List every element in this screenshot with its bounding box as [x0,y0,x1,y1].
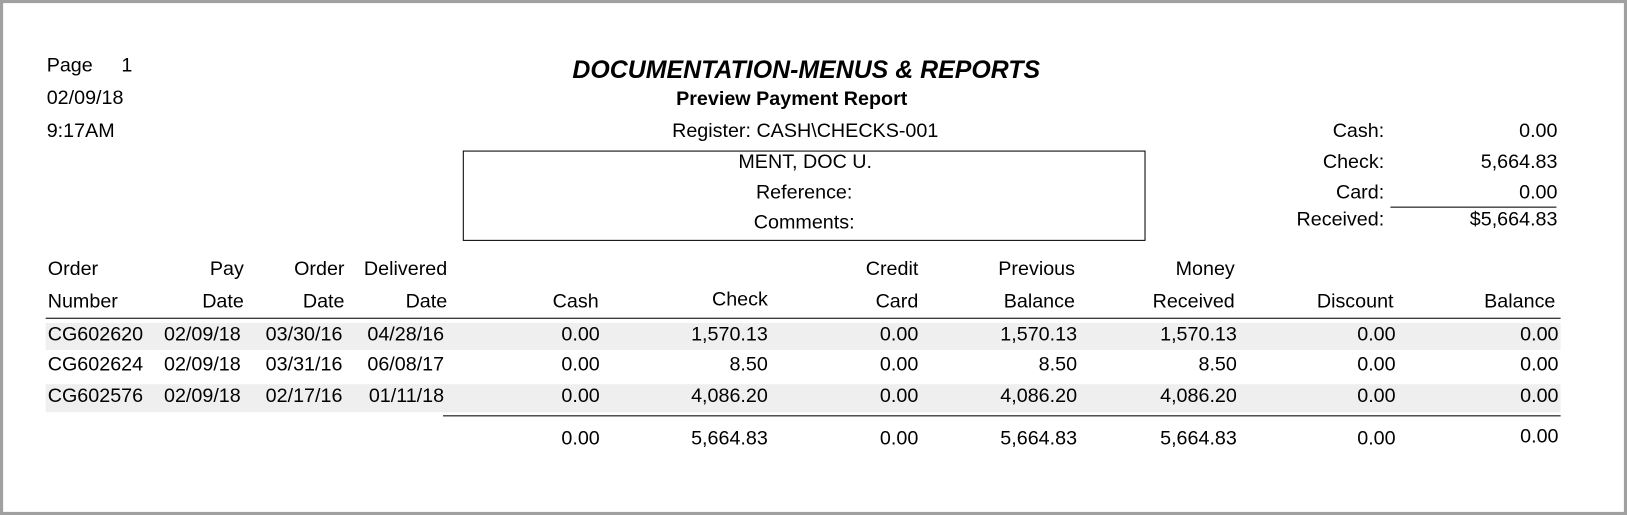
total-cell: 0.00 [879,427,919,450]
column-header: Discount [1316,290,1394,313]
page-label: Page [46,55,93,77]
column-header: Pay [209,258,244,281]
reference-label: Reference: [755,181,853,204]
table-cell: CG602620 [47,323,144,346]
table-cell: 4,086.20 [691,385,768,408]
table-cell: 0.00 [879,385,919,408]
total-cell: 0.00 [1520,425,1559,448]
table-cell: CG602624 [47,354,144,376]
column-header: Money [1175,258,1235,281]
total-cell: 5,664.83 [1160,427,1237,450]
table-cell: 03/31/16 [265,354,343,376]
customer-name: MENT, DOC U. [738,151,873,174]
column-header: Card [875,290,919,313]
table-cell: 02/09/18 [163,385,241,408]
table-cell: 04/28/16 [367,323,445,346]
column-header: Date [202,290,244,313]
table-cell: 8.50 [729,354,768,376]
column-header: Credit [865,258,919,281]
total-cell: 5,664.83 [691,427,768,450]
register: Register: CASH\CHECKS-001 [672,120,939,143]
table-cell: 02/09/18 [163,354,241,376]
total-cell: 0.00 [561,427,600,450]
column-header: Order [294,258,345,281]
table-cell: 8.50 [1198,354,1237,376]
column-header: Received [1152,290,1235,313]
page-number: 1 [121,55,133,77]
table-cell: 0.00 [1520,323,1559,346]
summary-label: Check: [1322,151,1385,174]
table-cell: 0.00 [561,385,600,408]
table-cell: 8.50 [1038,354,1078,376]
table-cell: 0.00 [879,354,919,376]
row-shade [45,322,1561,350]
summary-value: 0.00 [1519,120,1558,143]
table-cell: 02/09/18 [163,323,241,346]
totals-rule [443,415,1561,417]
table-cell: CG602576 [47,385,144,408]
summary-label: Received: [1296,208,1385,231]
table-cell: 03/30/16 [265,323,343,346]
total-cell: 5,664.83 [1000,427,1078,450]
summary-value: 0.00 [1519,181,1558,204]
summary-rule [1390,206,1557,208]
column-header: Balance [1484,290,1556,313]
report-date: 02/09/18 [46,87,124,110]
table-cell: 02/17/16 [265,385,343,408]
summary-value: $5,664.83 [1469,208,1558,231]
table-cell: 0.00 [1520,354,1559,376]
column-header: Order [47,258,99,281]
summary-label: Card: [1335,181,1385,204]
report-title: DOCUMENTATION-MENUS & REPORTS [572,56,1041,85]
table-cell: 4,086.20 [1000,385,1078,408]
column-header: Date [405,290,448,313]
report-time: 9:17AM [46,120,115,143]
customer-box [462,150,1146,241]
table-cell: 0.00 [879,323,919,346]
table-cell: 1,570.13 [1160,323,1237,346]
comments-label: Comments: [753,211,855,234]
summary-label: Cash: [1332,120,1385,143]
table-cell: 0.00 [561,354,600,376]
column-header: Date [302,290,345,313]
table-cell: 1,570.13 [1000,323,1078,346]
column-header: Cash [552,290,599,313]
column-header: Number [47,290,118,313]
table-cell: 1,570.13 [691,323,768,346]
summary-value: 5,664.83 [1480,151,1558,174]
table-cell: 01/11/18 [368,385,445,408]
column-header: Delivered [363,258,448,281]
header-rule [45,317,1561,319]
total-cell: 0.00 [1357,427,1396,450]
table-cell: 0.00 [1357,385,1396,408]
table-cell: 0.00 [1357,354,1396,376]
column-header: Check [711,288,768,311]
table-cell: 0.00 [1357,323,1396,346]
row-shade [45,384,1561,413]
column-header: Balance [1003,290,1075,313]
table-cell: 0.00 [561,323,600,346]
table-cell: 4,086.20 [1160,385,1237,408]
report-subtitle: Preview Payment Report [676,88,908,111]
table-cell: 06/08/17 [367,354,445,376]
column-header: Previous [998,258,1075,281]
table-cell: 0.00 [1520,385,1559,408]
